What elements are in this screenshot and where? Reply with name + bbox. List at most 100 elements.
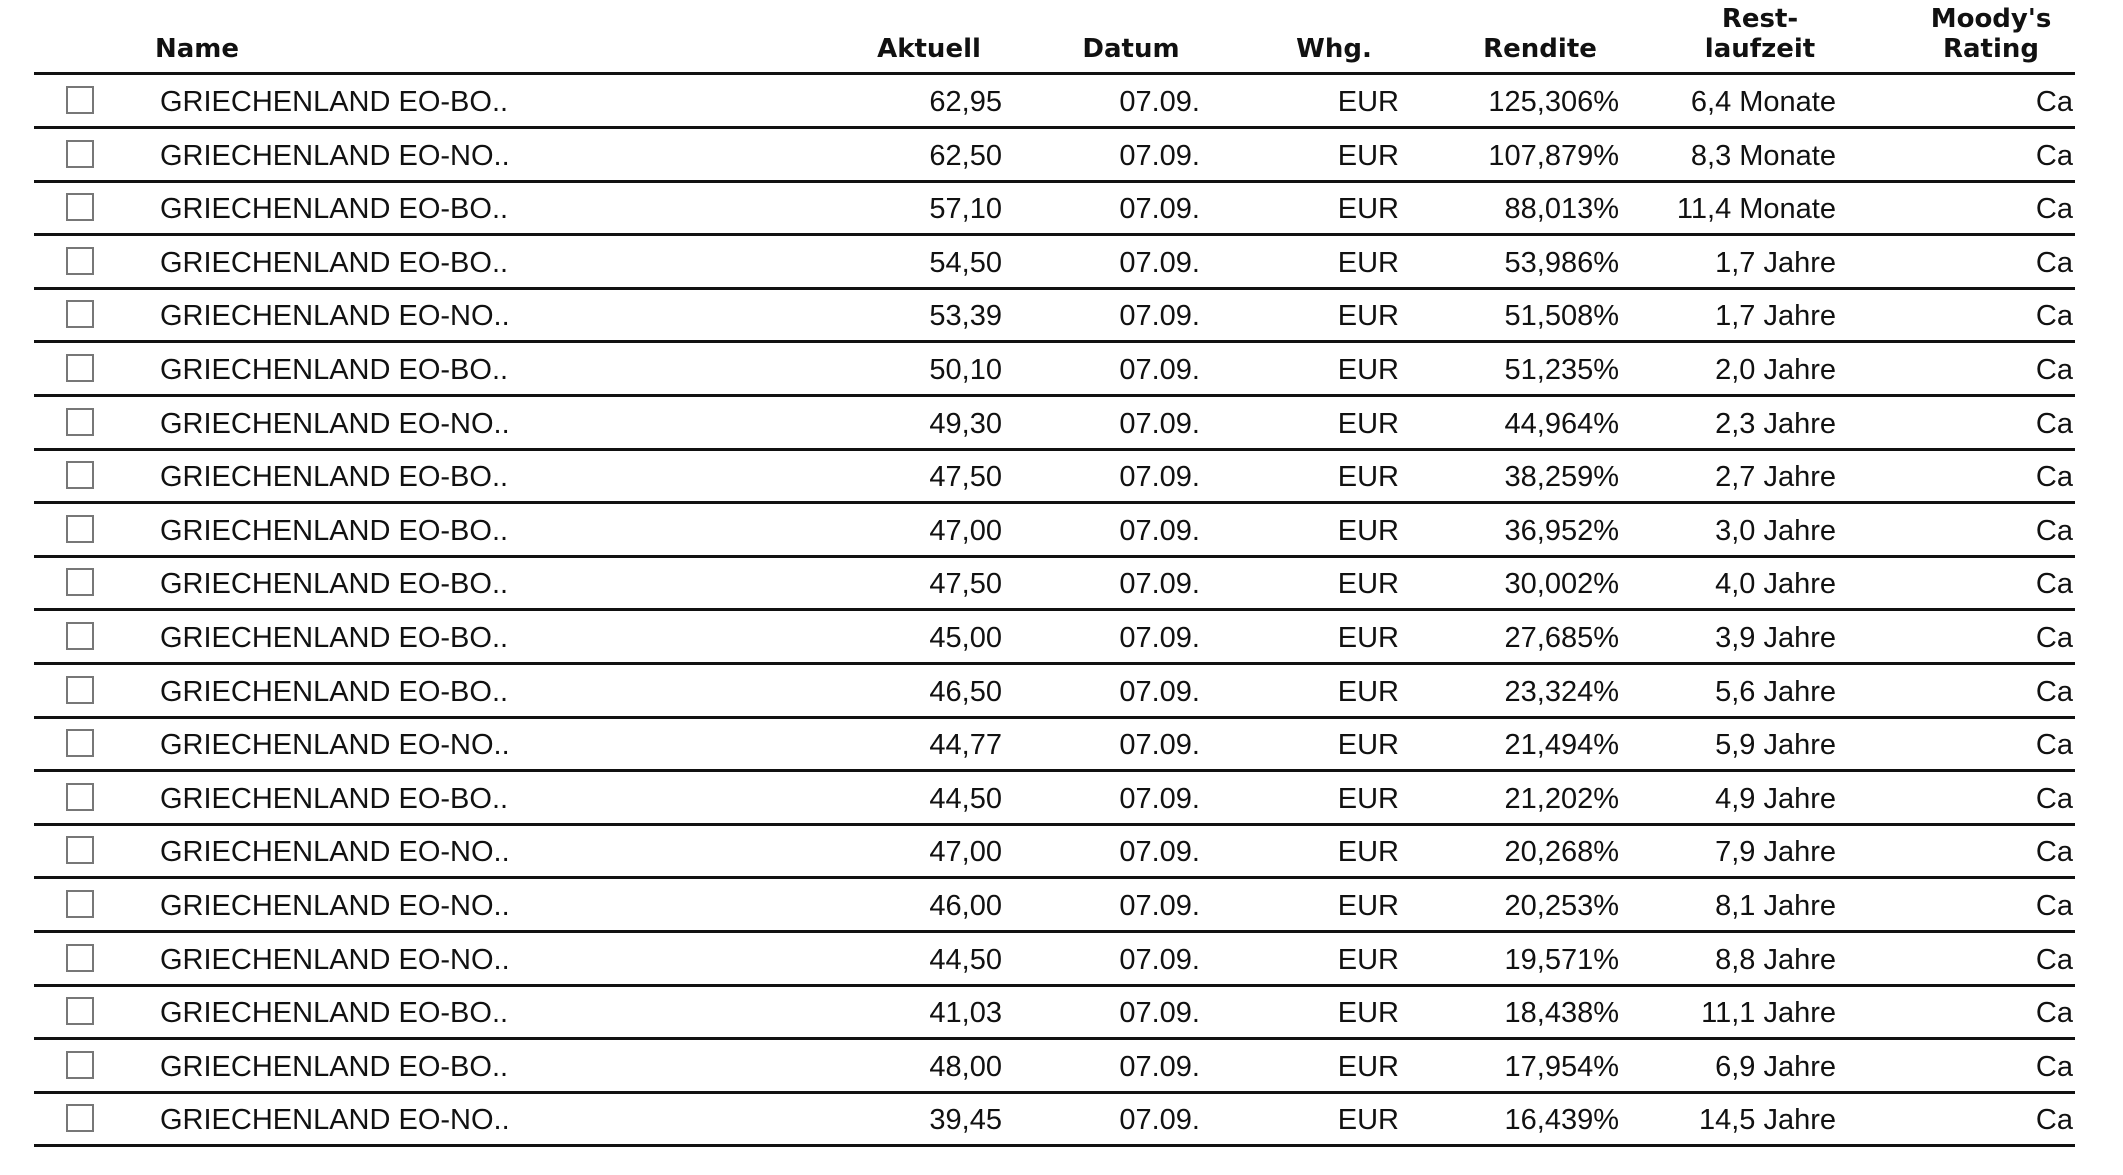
bond-name[interactable]: GRIECHENLAND EO-NO..	[160, 1104, 510, 1137]
cell: 44,77	[929, 729, 1002, 762]
cell: 07.09.	[1119, 997, 1200, 1030]
row-rule	[34, 1144, 2075, 1148]
bond-name[interactable]: GRIECHENLAND EO-BO..	[160, 354, 509, 386]
cell: 14,5 Jahre	[1698, 1104, 1836, 1137]
row-checkbox[interactable]	[66, 890, 94, 918]
bond-name[interactable]: GRIECHENLAND EO-NO..	[160, 943, 510, 976]
cell: 07.09.	[1119, 782, 1200, 815]
cell: EUR	[1337, 514, 1399, 547]
cell: 07.09.	[1119, 890, 1200, 922]
row-checkbox[interactable]	[66, 675, 94, 704]
bond-name[interactable]: GRIECHENLAND EO-NO..	[160, 300, 510, 333]
row-checkbox[interactable]	[66, 729, 94, 758]
header-rule	[34, 72, 2075, 75]
row-checkbox[interactable]	[66, 193, 94, 222]
cell: 07.09.	[1119, 943, 1200, 976]
cell: 21,494%	[1504, 729, 1620, 762]
cell: 07.09.	[1119, 300, 1200, 333]
cell: 8,3 Monate	[1690, 139, 1836, 172]
cell: 51,235%	[1504, 354, 1620, 386]
cell: 47,00	[929, 836, 1002, 869]
row-checkbox[interactable]	[66, 568, 94, 597]
cell: 45,00	[929, 622, 1002, 654]
bond-name[interactable]: GRIECHENLAND EO-BO..	[160, 622, 509, 654]
cell: 07.09.	[1119, 1104, 1200, 1137]
cell: EUR	[1337, 622, 1399, 654]
row-rule	[34, 983, 2075, 987]
cell: Ca	[2035, 407, 2073, 440]
bond-name[interactable]: GRIECHENLAND EO-NO..	[160, 836, 510, 869]
column-header: Rendite	[1483, 34, 1597, 64]
bond-name[interactable]: GRIECHENLAND EO-BO..	[160, 1050, 509, 1083]
cell: 20,253%	[1504, 890, 1620, 922]
row-checkbox[interactable]	[66, 997, 94, 1026]
cell: 20,268%	[1504, 836, 1620, 869]
cell: 2,0 Jahre	[1715, 354, 1836, 386]
bond-name[interactable]: GRIECHENLAND EO-NO..	[160, 407, 510, 440]
cell: 3,0 Jahre	[1715, 514, 1836, 547]
bond-name[interactable]: GRIECHENLAND EO-BO..	[160, 461, 509, 494]
row-checkbox[interactable]	[66, 782, 94, 811]
cell: 51,508%	[1504, 300, 1620, 333]
row-checkbox[interactable]	[66, 407, 94, 436]
row-checkbox[interactable]	[66, 461, 94, 490]
row-checkbox[interactable]	[66, 246, 94, 275]
column-header: Whg.	[1296, 34, 1372, 64]
row-checkbox[interactable]	[66, 1050, 94, 1079]
cell: EUR	[1337, 782, 1399, 815]
cell: 125,306%	[1488, 86, 1619, 118]
cell: 62,50	[929, 139, 1002, 172]
cell: 07.09.	[1119, 139, 1200, 172]
cell: 57,10	[929, 193, 1002, 226]
row-checkbox[interactable]	[66, 943, 94, 972]
bond-name[interactable]: GRIECHENLAND EO-NO..	[160, 890, 510, 922]
row-rule	[34, 179, 2075, 183]
cell: EUR	[1337, 407, 1399, 440]
row-checkbox[interactable]	[66, 1104, 94, 1133]
cell: 47,00	[929, 514, 1002, 547]
bond-name[interactable]: GRIECHENLAND EO-BO..	[160, 86, 509, 118]
bond-name[interactable]: GRIECHENLAND EO-BO..	[160, 782, 509, 815]
cell: 46,50	[929, 675, 1002, 708]
bond-name[interactable]: GRIECHENLAND EO-BO..	[160, 193, 509, 226]
row-checkbox[interactable]	[66, 300, 94, 329]
row-checkbox[interactable]	[66, 622, 94, 650]
cell: Ca	[2035, 139, 2073, 172]
row-checkbox[interactable]	[66, 86, 94, 114]
row-rule	[34, 769, 2075, 773]
bond-name[interactable]: GRIECHENLAND EO-NO..	[160, 139, 510, 172]
cell: 07.09.	[1119, 622, 1200, 654]
cell: 7,9 Jahre	[1715, 836, 1836, 869]
bond-name[interactable]: GRIECHENLAND EO-BO..	[160, 568, 509, 601]
cell: EUR	[1337, 1104, 1399, 1137]
bond-name[interactable]: GRIECHENLAND EO-BO..	[160, 514, 509, 547]
cell: Ca	[2035, 1050, 2073, 1083]
cell: 8,8 Jahre	[1715, 943, 1836, 976]
row-checkbox[interactable]	[66, 836, 94, 865]
bond-name[interactable]: GRIECHENLAND EO-NO..	[160, 729, 510, 762]
cell: 2,3 Jahre	[1715, 407, 1836, 440]
cell: 1,7 Jahre	[1715, 300, 1836, 333]
cell: 48,00	[929, 1050, 1002, 1083]
row-rule	[34, 608, 2075, 612]
cell: 07.09.	[1119, 568, 1200, 601]
bond-name[interactable]: GRIECHENLAND EO-BO..	[160, 246, 509, 279]
cell: EUR	[1337, 729, 1399, 762]
row-rule	[34, 876, 2075, 880]
row-rule	[34, 394, 2075, 397]
bond-name[interactable]: GRIECHENLAND EO-BO..	[160, 675, 509, 708]
cell: EUR	[1337, 139, 1399, 172]
bond-name[interactable]: GRIECHENLAND EO-BO..	[160, 997, 509, 1030]
cell: 07.09.	[1119, 461, 1200, 494]
cell: EUR	[1337, 943, 1399, 976]
row-checkbox[interactable]	[66, 354, 94, 382]
cell: 47,50	[929, 461, 1002, 494]
row-rule	[34, 1090, 2075, 1094]
cell: Ca	[2035, 890, 2073, 922]
cell: 49,30	[929, 407, 1002, 440]
cell: 07.09.	[1119, 675, 1200, 708]
cell: 17,954%	[1504, 1050, 1620, 1083]
row-checkbox[interactable]	[66, 514, 94, 543]
row-checkbox[interactable]	[66, 139, 94, 168]
